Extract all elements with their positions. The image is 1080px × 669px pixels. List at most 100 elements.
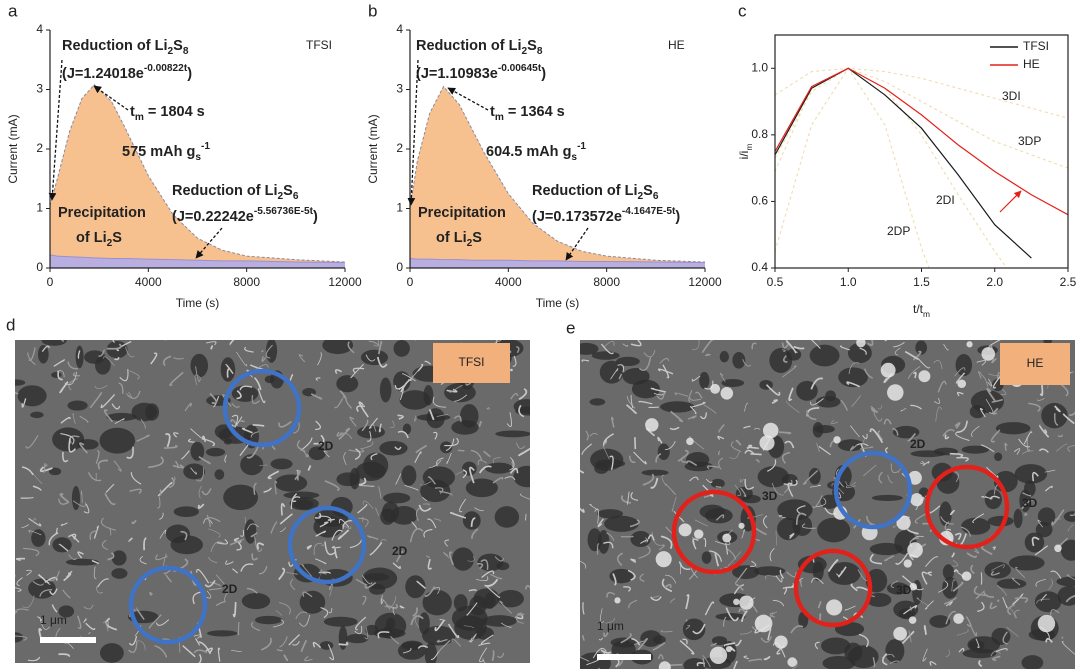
sem-fiber [414, 451, 422, 463]
annotation: Precipitation [418, 205, 506, 221]
sem-pore [1063, 511, 1075, 522]
sem-fiber [846, 381, 861, 388]
sem-fiber [103, 409, 114, 423]
sem-fiber [978, 371, 982, 379]
sem-fiber [960, 526, 972, 537]
sem-fiber [60, 416, 71, 424]
sem-fiber [845, 481, 857, 487]
annotation: tm = 1364 s [490, 104, 565, 123]
x-tick-label: 12000 [688, 275, 722, 289]
image-tag-label: HE [1027, 356, 1044, 370]
legend-label: TFSI [1023, 39, 1049, 53]
sem-fiber [889, 660, 900, 664]
sem-fiber [114, 357, 120, 361]
sem-fiber [1014, 597, 1029, 603]
sem-fiber [372, 423, 377, 432]
sem-fiber [119, 369, 129, 382]
line [775, 67, 1032, 259]
sem-fiber [91, 559, 100, 565]
annotation: HE [668, 38, 685, 52]
sem-fiber [1036, 598, 1050, 604]
sem-fiber [1060, 383, 1069, 397]
sem-pore [223, 484, 259, 511]
sem-pore [223, 438, 232, 445]
sem-fiber [680, 456, 688, 463]
sem-fiber [1013, 448, 1021, 455]
annotation: (J=1.10983e-0.00645t) [416, 63, 546, 82]
text-part: i/i [737, 151, 751, 160]
sem-fiber [650, 387, 667, 393]
sem-fiber [890, 463, 899, 474]
sem-fiber [300, 437, 313, 451]
sem-fiber [796, 505, 806, 515]
sem-fiber [165, 574, 173, 583]
sem-fiber [57, 371, 63, 381]
sem-particle [907, 542, 923, 558]
sem-pore [84, 350, 106, 364]
sem-fiber [62, 451, 69, 463]
sem-fiber [496, 652, 505, 659]
text-part: s [195, 152, 201, 163]
sem-fiber [72, 500, 87, 507]
sem-pore [942, 564, 955, 580]
sem-fiber [499, 600, 513, 614]
sem-fiber [610, 368, 619, 380]
sem-fiber [428, 409, 435, 421]
sem-fiber [665, 483, 677, 495]
sem-fiber [397, 430, 409, 439]
sem-pore [393, 340, 410, 357]
sem-pore [369, 583, 386, 595]
sem-particle [774, 635, 788, 649]
sem-fiber [944, 434, 950, 440]
sem-fiber [596, 543, 600, 555]
sem-pore [75, 345, 84, 369]
sem-fiber [1018, 438, 1030, 448]
sem-pore [58, 605, 75, 618]
sem-fiber [314, 558, 327, 565]
sem-fiber [718, 423, 725, 433]
sem-particle [709, 646, 728, 664]
sem-fiber [589, 432, 598, 437]
sem-fiber [85, 622, 96, 631]
sem-fiber [327, 644, 335, 661]
sem-fiber [729, 451, 740, 460]
sem-pore [711, 636, 728, 646]
sem-fiber [376, 356, 388, 368]
sem-fiber [105, 483, 115, 494]
y-tick-label: 1.0 [751, 60, 768, 74]
sem-fiber [89, 392, 103, 409]
sem-fiber [15, 587, 22, 592]
sem-fiber [60, 432, 75, 445]
sem-pore [397, 641, 426, 660]
sem-fiber [23, 547, 40, 557]
sem-fiber [621, 495, 632, 504]
sem-fiber [319, 521, 329, 528]
sem-fiber [314, 512, 322, 519]
sem-fiber [338, 641, 349, 646]
sem-fiber [743, 655, 749, 660]
sem-fiber [492, 476, 504, 484]
sem-fiber [318, 571, 331, 574]
sem-fiber [639, 573, 645, 582]
sem-fiber [347, 341, 355, 354]
sem-pore [815, 396, 841, 408]
sem-fiber [358, 517, 369, 528]
sem-fiber [580, 469, 585, 474]
annotation: Precipitation [58, 205, 146, 221]
sem-fiber [338, 518, 350, 528]
sem-pore [240, 454, 264, 476]
sem-fiber [953, 569, 959, 573]
sem-fiber [71, 535, 80, 543]
sem-fiber [859, 347, 867, 355]
sem-fiber [907, 432, 917, 442]
sem-pore [898, 608, 915, 620]
sem-fiber [725, 607, 740, 622]
sem-fiber [633, 451, 647, 465]
sem-fiber [872, 657, 876, 668]
sem-fiber [300, 639, 308, 652]
sem-fiber [20, 496, 34, 499]
sem-fiber [292, 640, 300, 646]
sem-fiber [424, 360, 432, 365]
sem-fiber [21, 398, 27, 408]
sem-particle [833, 436, 841, 444]
